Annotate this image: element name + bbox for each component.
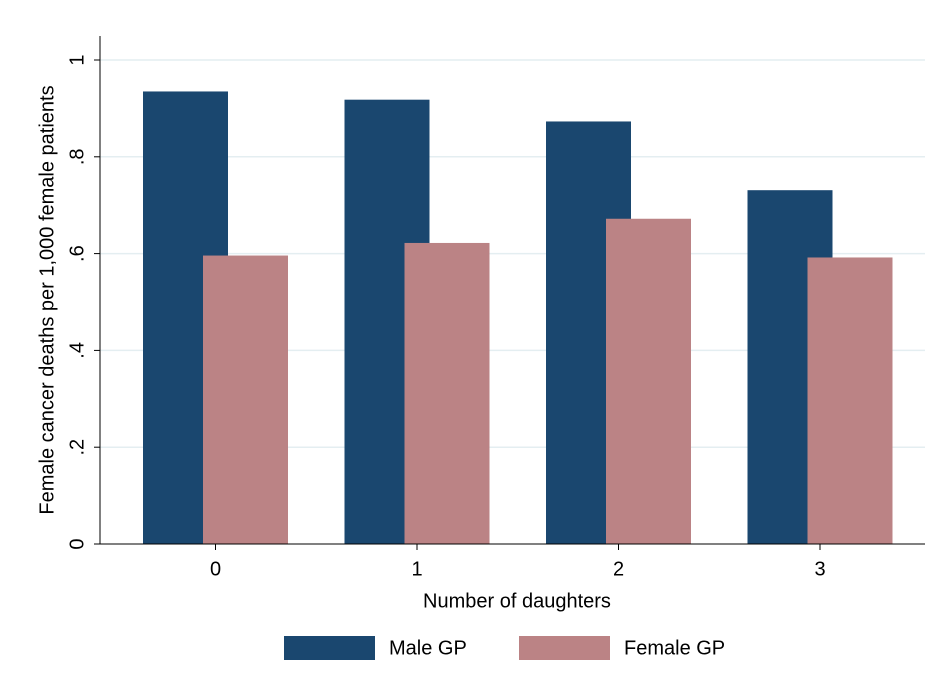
x-axis-title: Number of daughters [423, 590, 611, 612]
y-tick-label: 0 [66, 538, 88, 549]
y-axis-title: Female cancer deaths per 1,000 female pa… [36, 85, 58, 514]
x-tick-label: 0 [210, 558, 221, 580]
legend-label: Female GP [624, 637, 725, 659]
y-tick-label: 1 [66, 54, 88, 65]
x-tick-label: 3 [814, 558, 825, 580]
y-tick-label: .4 [66, 342, 88, 359]
y-tick-label: .8 [66, 148, 88, 165]
legend-swatch [284, 636, 375, 660]
legend-label: Male GP [389, 637, 467, 659]
x-tick-label: 1 [411, 558, 422, 580]
y-tick-label: .2 [66, 439, 88, 456]
bar [203, 255, 288, 544]
bar [404, 242, 490, 544]
x-tick-label: 2 [613, 558, 624, 580]
y-tick-label: .6 [66, 245, 88, 262]
bar [606, 218, 691, 544]
legend-swatch [519, 636, 610, 660]
bar [807, 257, 893, 544]
